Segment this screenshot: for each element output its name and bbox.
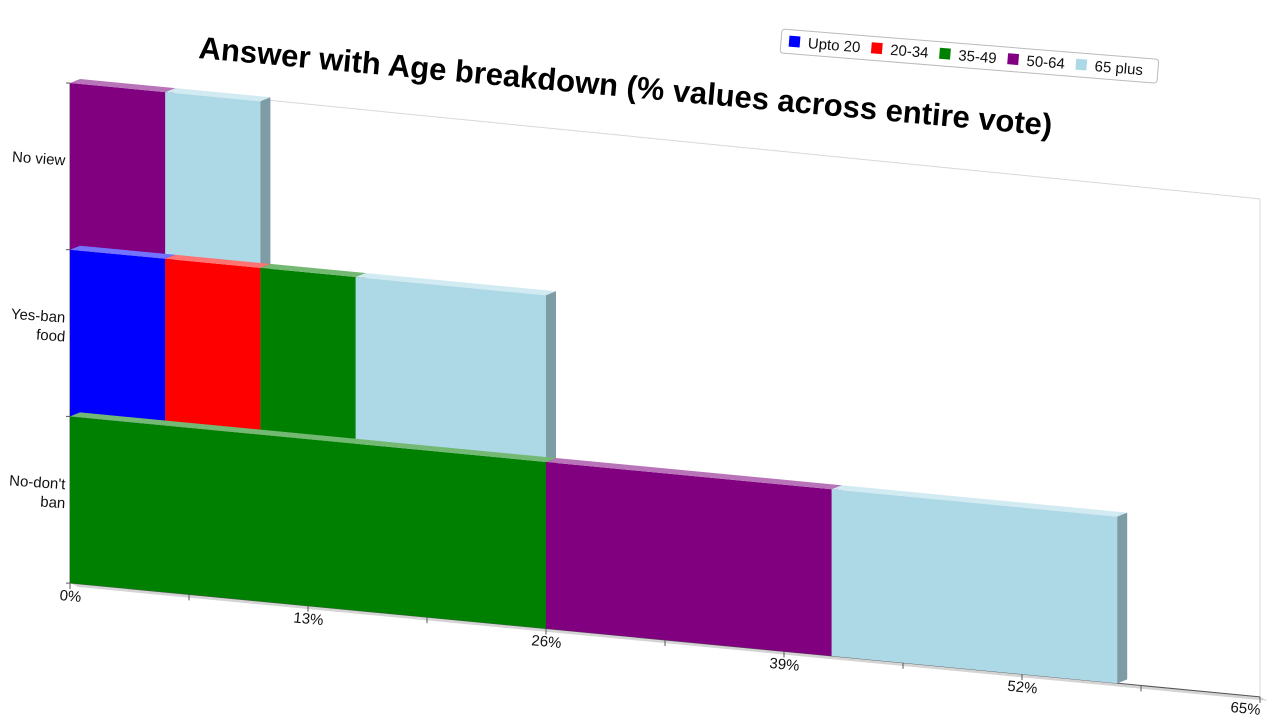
legend[interactable]: Upto 20 20-34 35-49 50-64 65 plus [779,28,1160,84]
legend-item-35-49[interactable]: 35-49 [939,46,998,68]
category-label: food [36,327,66,346]
bar-no-view-65-plus-side-face [260,97,271,268]
x-tick-label: 26% [531,632,563,652]
bar-no-view-50-64 [70,83,166,259]
legend-label: 50-64 [1026,53,1066,73]
bar-yes-ban-food-35-49-top-face [260,263,366,278]
bar-yes-ban-food-65-plus-top-face [355,273,556,296]
bar-yes-ban-food-20-34 [165,258,261,435]
category-label: ban [40,494,66,513]
bar-no-don-t-ban-65-plus [831,489,1118,684]
legend-swatch [788,35,801,48]
bar-yes-ban-food-upto-20 [70,249,166,426]
legend-item-50-64[interactable]: 50-64 [1007,51,1066,73]
legend-item-20-34[interactable]: 20-34 [870,40,930,62]
bar-no-view-65-plus [165,92,261,268]
category-label: Yes-ban [10,306,66,327]
legend-label: 20-34 [890,42,930,62]
bar-yes-ban-food-65-plus [355,277,546,462]
legend-label: Upto 20 [807,35,861,56]
bar-no-don-t-ban-65-plus-top-face [831,485,1128,517]
bar-no-don-t-ban-65-plus-side-face [1117,512,1128,684]
category-label: No-don't [9,472,67,493]
bar-no-don-t-ban-35-49-top-face [70,412,556,462]
bar-no-view-50-64-top-face [70,79,176,93]
x-tick-label: 65% [1230,699,1262,719]
legend-item-65-plus[interactable]: 65 plus [1075,57,1144,79]
bar-yes-ban-food-upto-20-top-face [70,245,176,259]
legend-label: 35-49 [958,47,998,67]
bar-no-don-t-ban-50-64 [546,461,832,656]
legend-swatch [870,42,883,55]
x-tick-label: 13% [293,609,325,629]
x-tick-label: 0% [59,587,82,606]
legend-item-upto-20[interactable]: Upto 20 [788,34,861,57]
bar-no-don-t-ban-50-64-top-face [546,457,842,490]
plot-floor [70,583,1268,701]
bar-no-view-65-plus-top-face [165,88,271,102]
bars-group [70,79,1128,684]
legend-swatch [1007,53,1020,66]
x-axis: 0% 13% 26% 39% 52% 65% [59,583,1261,719]
bar-yes-ban-food-20-34-top-face [165,254,271,268]
x-tick-label: 39% [769,655,801,675]
bar-yes-ban-food-65-plus-side-face [546,291,556,462]
plot-top-edge [74,80,1261,200]
bar-no-don-t-ban-35-49 [70,416,546,629]
bar-yes-ban-food-35-49 [260,267,356,444]
legend-label: 65 plus [1094,58,1144,79]
legend-swatch [1075,58,1088,71]
category-label: No view [11,149,66,170]
x-tick-label: 52% [1007,678,1039,698]
legend-swatch [939,47,951,60]
